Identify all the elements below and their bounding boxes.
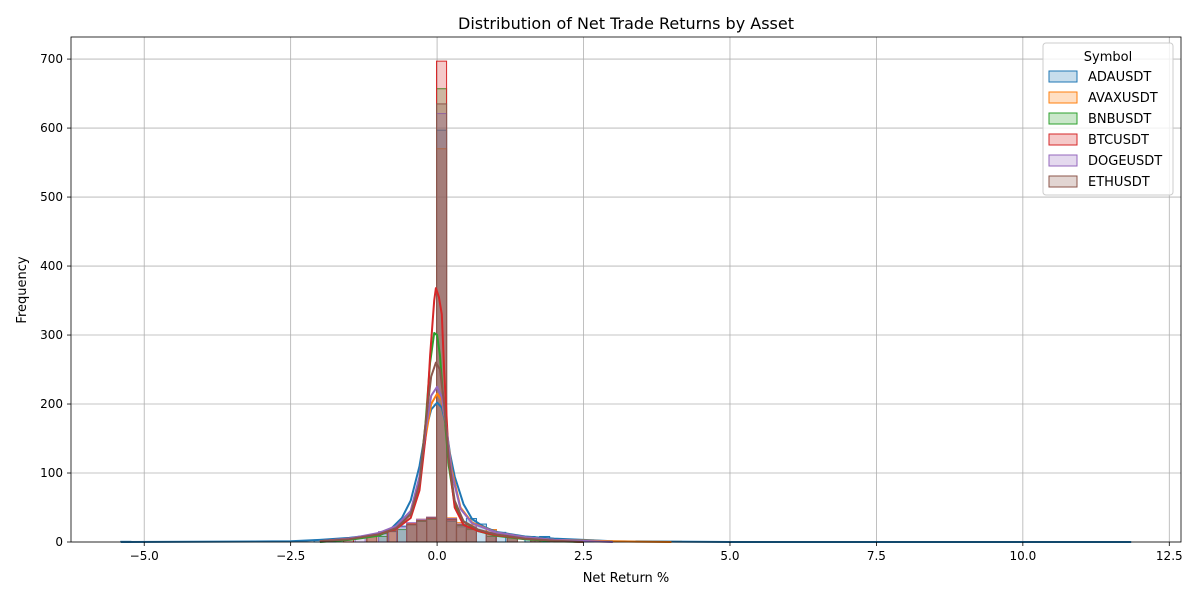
legend-label-bnbusdt: BNBUSDT — [1088, 112, 1151, 127]
kde-curves — [120, 287, 1132, 543]
legend-swatch-bnbusdt — [1048, 112, 1078, 125]
x-tick-label-3: 2.5 — [574, 549, 593, 563]
legend-box — [1042, 42, 1174, 196]
legend: Symbol ADAUSDT AVAXUSDT BNBUSDT BTCUSDT DOGE… — [1042, 42, 1174, 196]
x-tick-label-4: 5.0 — [720, 549, 739, 563]
x-tick-label-6: 10.0 — [1009, 549, 1036, 563]
legend-label-dogeusdt: DOGEUSDT — [1088, 154, 1162, 169]
grid-lines — [71, 37, 1181, 543]
legend-entries: ADAUSDT AVAXUSDT BNBUSDT BTCUSDT DOGEUSDT ETH… — [1048, 70, 1162, 190]
legend-swatch-btcusdt — [1048, 133, 1078, 146]
y-tick-label-2: 200 — [40, 397, 63, 411]
legend-label-adausdt: ADAUSDT — [1088, 70, 1151, 85]
y-tick-label-6: 600 — [40, 121, 63, 135]
bar-ethusdt-1 — [386, 530, 398, 543]
x-tick-label-0: −5.0 — [130, 549, 159, 563]
legend-entry-btcusdt: BTCUSDT — [1048, 133, 1149, 148]
y-tick-label-3: 300 — [40, 328, 63, 342]
legend-swatch-avaxusdt — [1048, 91, 1078, 104]
kde-line-ethusdt — [319, 361, 584, 543]
plot-frame — [70, 36, 1182, 543]
y-axis-title: Frequency — [15, 256, 30, 323]
y-tick-label-0: 0 — [55, 535, 63, 549]
y-tick-label-4: 400 — [40, 259, 63, 273]
legend-entry-adausdt: ADAUSDT — [1048, 70, 1151, 85]
bar-ethusdt-2 — [406, 524, 418, 543]
y-tick-label-1: 100 — [40, 466, 63, 480]
legend-swatch-adausdt — [1048, 70, 1078, 83]
chart-title: Distribution of Net Trade Returns by Ass… — [458, 14, 794, 33]
legend-title: Symbol — [1084, 50, 1132, 65]
legend-label-btcusdt: BTCUSDT — [1088, 133, 1149, 148]
bar-dogeusdt-2 — [396, 526, 408, 543]
legend-entry-ethusdt: ETHUSDT — [1048, 175, 1150, 190]
y-axis-ticks: 0 100 200 300 400 500 600 700 — [40, 52, 71, 549]
bar-ethusdt-7 — [455, 524, 467, 543]
x-tick-label-1: −2.5 — [276, 549, 305, 563]
legend-swatch-ethusdt — [1048, 175, 1078, 188]
x-tick-label-2: 0.0 — [428, 549, 447, 563]
legend-entry-dogeusdt: DOGEUSDT — [1048, 154, 1162, 169]
legend-entry-avaxusdt: AVAXUSDT — [1048, 91, 1158, 106]
y-tick-label-7: 700 — [40, 52, 63, 66]
bar-ethusdt-6 — [445, 518, 458, 543]
legend-swatch-dogeusdt — [1048, 154, 1078, 167]
legend-entry-bnbusdt: BNBUSDT — [1048, 112, 1151, 127]
x-tick-label-7: 12.5 — [1156, 549, 1183, 563]
x-axis-ticks: −5.0 −2.5 0.0 2.5 5.0 7.5 10.0 12.5 — [130, 542, 1183, 563]
x-tick-label-5: 7.5 — [867, 549, 886, 563]
bar-ethusdt-3 — [416, 520, 428, 543]
y-tick-label-5: 500 — [40, 190, 63, 204]
kde-line-dogeusdt — [319, 385, 613, 543]
bar-ethusdt-4 — [426, 517, 438, 543]
legend-label-avaxusdt: AVAXUSDT — [1088, 91, 1158, 106]
legend-label-ethusdt: ETHUSDT — [1088, 175, 1150, 190]
x-axis-title: Net Return % — [583, 571, 670, 586]
